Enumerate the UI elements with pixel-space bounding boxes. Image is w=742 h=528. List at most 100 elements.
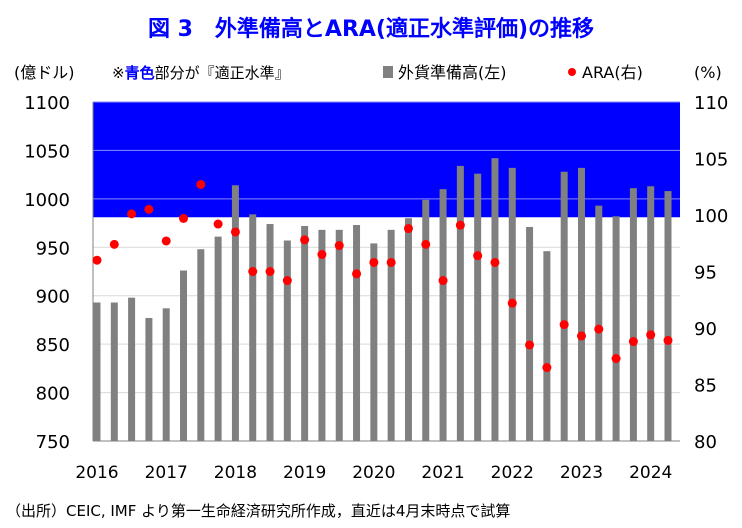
reserve-bar: [266, 224, 274, 441]
x-tick-label: 2023: [560, 463, 603, 483]
reserve-bar: [595, 205, 603, 441]
ara-point: [282, 276, 292, 286]
ara-point: [196, 179, 206, 189]
x-tick-label: 2017: [145, 463, 188, 483]
reserve-bar: [439, 189, 447, 441]
reserve-bar: [180, 270, 188, 441]
ara-point: [230, 227, 240, 237]
reserve-bar: [491, 158, 499, 442]
reserve-bar: [249, 214, 257, 441]
reserve-bar: [474, 173, 482, 441]
right-tick-label: 80: [694, 432, 717, 453]
ara-point: [265, 267, 275, 276]
reserve-bar: [283, 240, 291, 441]
reserve-bar: [647, 186, 655, 441]
reserve-bar: [387, 229, 395, 441]
ara-point: [161, 236, 171, 246]
reserve-bar: [560, 171, 568, 442]
ara-point: [490, 257, 500, 267]
ara-point: [559, 320, 569, 330]
reserve-bar: [197, 249, 205, 441]
ara-point: [576, 331, 586, 341]
left-tick-label: 750: [36, 432, 70, 453]
legend-bar-label: 外貨準備高(左): [398, 63, 507, 82]
band-note-suffix: 部分が『適正水準』: [155, 64, 290, 82]
reserve-bar: [543, 251, 551, 441]
ara-point: [421, 239, 431, 249]
left-tick-label: 900: [36, 287, 70, 308]
ara-point: [369, 257, 379, 267]
x-tick-label: 2018: [214, 463, 257, 483]
ara-point: [109, 239, 119, 249]
band-note-prefix: ※: [112, 64, 125, 82]
ara-point: [663, 335, 673, 345]
ara-point: [144, 204, 154, 214]
ara-point: [542, 363, 552, 373]
reserve-bar: [145, 317, 153, 441]
ara-point: [455, 220, 465, 230]
right-axis-label: (%): [694, 63, 722, 82]
reserve-bar: [612, 216, 620, 441]
reserve-bar: [370, 243, 378, 441]
reserve-bar: [664, 191, 672, 441]
band-note: ※青色部分が『適正水準』: [112, 64, 290, 82]
ara-point: [127, 209, 137, 219]
left-tick-label: 950: [36, 238, 70, 259]
reserve-bar: [214, 236, 222, 441]
right-tick-label: 100: [694, 206, 728, 227]
right-tick-label: 110: [694, 93, 728, 114]
legend-dot-swatch: [568, 68, 576, 76]
left-tick-label: 850: [36, 335, 70, 356]
ara-point: [473, 251, 483, 261]
band-note-highlight: 青色: [125, 64, 155, 82]
left-tick-label: 1050: [24, 141, 70, 162]
right-tick-label: 105: [694, 150, 728, 171]
reserve-bar: [629, 188, 637, 441]
reserve-bar: [353, 225, 361, 441]
x-tick-label: 2019: [283, 463, 326, 483]
reserve-bar: [526, 226, 534, 441]
reserve-bar: [93, 302, 101, 441]
left-axis-label: (億ドル): [14, 63, 75, 82]
right-tick-label: 85: [694, 376, 717, 397]
left-tick-label: 800: [36, 384, 70, 405]
ara-point: [646, 330, 656, 340]
reserve-bar: [577, 167, 585, 441]
chart-title: 図 3 外準備高とARA(適正水準評価)の推移: [148, 16, 594, 42]
reserve-bar: [422, 199, 430, 441]
left-tick-label: 1100: [24, 93, 70, 114]
ara-point: [386, 257, 396, 267]
reserve-bar: [456, 165, 464, 441]
ara-point: [92, 255, 102, 265]
ara-point: [317, 250, 327, 260]
ara-point: [334, 241, 344, 251]
x-tick-label: 2024: [629, 463, 672, 483]
reserve-bar: [404, 218, 412, 441]
x-tick-label: 2020: [352, 463, 395, 483]
ara-point: [300, 235, 310, 245]
legend-bar-swatch: [383, 66, 393, 78]
ara-point: [213, 219, 223, 229]
ara-point: [507, 298, 517, 308]
right-tick-label: 95: [694, 263, 717, 284]
reserve-bar: [335, 229, 343, 441]
ara-point: [438, 276, 448, 286]
ara-point: [403, 224, 413, 234]
reserve-bar: [110, 302, 118, 441]
reserve-bar: [128, 297, 136, 441]
reserve-bar: [301, 225, 309, 441]
appropriate-level-band: [93, 102, 680, 218]
ara-point: [248, 267, 258, 276]
legend-dot-label: ARA(右): [582, 63, 643, 82]
x-tick-label: 2021: [421, 463, 464, 483]
reserve-bar: [318, 229, 326, 441]
x-tick-label: 2016: [75, 463, 118, 483]
x-tick-label: 2022: [491, 463, 534, 483]
ara-point: [525, 340, 535, 350]
ara-point: [352, 269, 362, 279]
ara-point: [594, 324, 604, 334]
ara-point: [611, 354, 621, 364]
right-tick-label: 90: [694, 319, 717, 340]
